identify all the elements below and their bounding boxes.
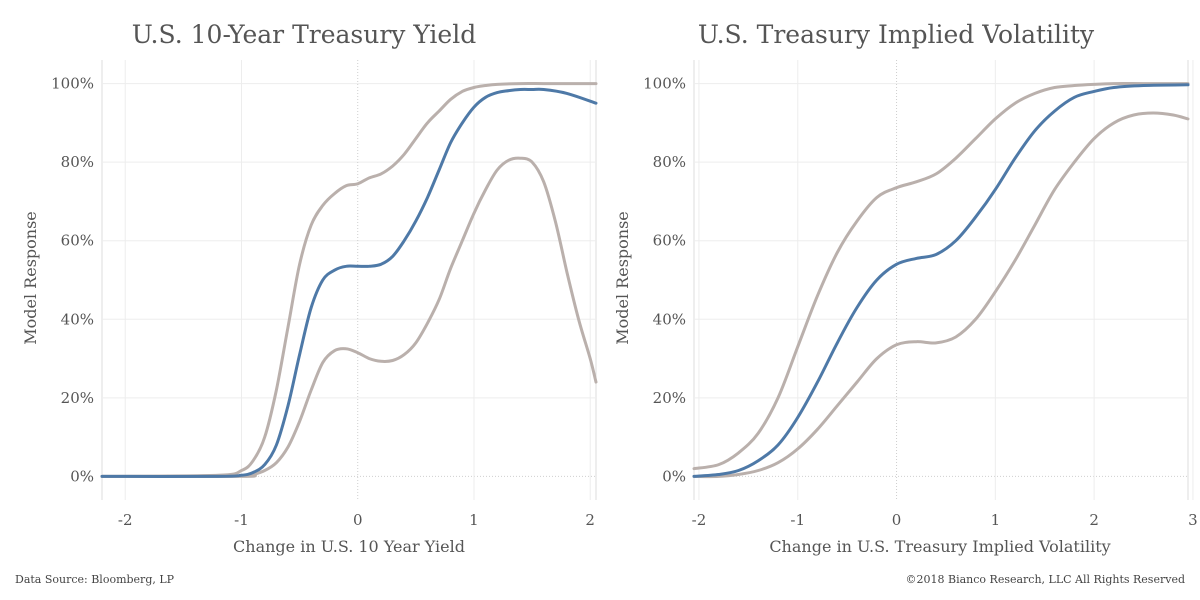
chart-volatility-ytick-label: 0% bbox=[662, 467, 686, 485]
chart-yield-ytick-label: 20% bbox=[61, 389, 94, 407]
chart-yield-ylabel: Model Response bbox=[21, 211, 40, 345]
chart-volatility-ticks: 0% 20% 40% 60% 80% 100% -2 -1 0 1 2 3 bbox=[643, 75, 1198, 529]
chart-volatility-xtick-label: -2 bbox=[692, 511, 707, 529]
footer-copyright: ©2018 Bianco Research, LLC All Rights Re… bbox=[906, 573, 1185, 586]
chart-volatility-title: U.S. Treasury Implied Volatility bbox=[698, 20, 1095, 49]
chart-yield-grid bbox=[101, 60, 597, 500]
chart-volatility-series-lower-line bbox=[692, 111, 1190, 479]
chart-volatility-xtick-label: 3 bbox=[1188, 511, 1198, 529]
chart-yield-ytick-label: 60% bbox=[61, 232, 94, 250]
chart-yield-ytick-label: 0% bbox=[70, 467, 94, 485]
chart-yield-xtick-label: -1 bbox=[234, 511, 249, 529]
chart-volatility-xlabel: Change in U.S. Treasury Implied Volatili… bbox=[769, 537, 1110, 556]
chart-volatility-ytick-label: 80% bbox=[653, 153, 686, 171]
chart-volatility-ylabel: Model Response bbox=[613, 211, 632, 345]
chart-yield-ytick-label: 80% bbox=[61, 153, 94, 171]
chart-yield-xtick-label: 2 bbox=[585, 511, 595, 529]
chart-yield-xlabel: Change in U.S. 10 Year Yield bbox=[233, 537, 465, 556]
chart-yield-series-upper-line bbox=[100, 82, 598, 478]
chart-yield-title: U.S. 10-Year Treasury Yield bbox=[132, 20, 476, 49]
chart-yield-ytick-label: 40% bbox=[61, 310, 94, 328]
chart-volatility-ytick-label: 60% bbox=[653, 232, 686, 250]
chart-volatility-grid bbox=[693, 60, 1194, 500]
chart-yield-lines bbox=[100, 82, 598, 479]
chart-yield-xtick-label: -2 bbox=[118, 511, 133, 529]
chart-volatility-xtick-label: -1 bbox=[790, 511, 805, 529]
chart-yield-ytick-label: 100% bbox=[51, 75, 94, 93]
footer-source: Data Source: Bloomberg, LP bbox=[15, 573, 175, 586]
chart-volatility: U.S. Treasury Implied Volatility 0% 20% 40… bbox=[613, 20, 1198, 556]
chart-yield-series-median-line bbox=[100, 87, 598, 478]
chart-volatility-ytick-label: 20% bbox=[653, 389, 686, 407]
chart-volatility-series-upper-line bbox=[692, 82, 1190, 471]
chart-yield: U.S. 10-Year Treasury Yield 0% 20% 40% 60% 8… bbox=[21, 20, 598, 556]
chart-volatility-xtick-label: 1 bbox=[991, 511, 1001, 529]
chart-volatility-xtick-label: 2 bbox=[1089, 511, 1099, 529]
chart-yield-xtick-label: 1 bbox=[469, 511, 479, 529]
chart-volatility-ytick-label: 100% bbox=[643, 75, 686, 93]
chart-yield-series-lower-line bbox=[100, 156, 598, 479]
chart-yield-ticks: 0% 20% 40% 60% 80% 100% -2 -1 0 1 2 bbox=[51, 75, 595, 529]
chart-volatility-xtick-label: 0 bbox=[892, 511, 902, 529]
chart-volatility-lines bbox=[692, 82, 1190, 479]
chart-yield-xtick-label: 0 bbox=[353, 511, 363, 529]
chart-volatility-series-median-line bbox=[692, 83, 1190, 478]
chart-volatility-ytick-label: 40% bbox=[653, 310, 686, 328]
